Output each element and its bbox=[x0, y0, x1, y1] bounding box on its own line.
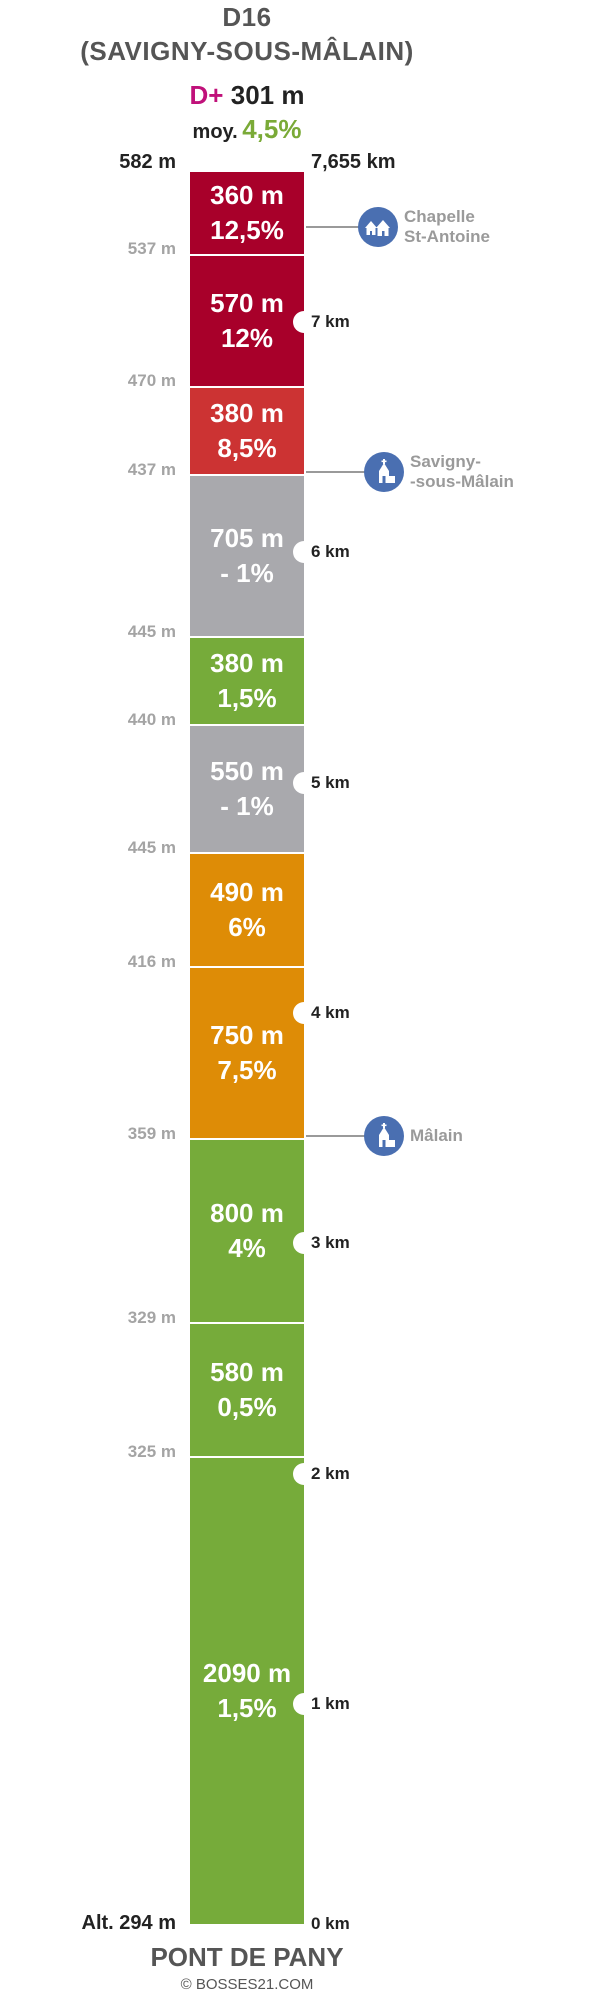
segment-grade: 1,5% bbox=[217, 1693, 277, 1723]
km-label: 5 km bbox=[311, 773, 350, 792]
segment-grade: 1,5% bbox=[217, 683, 277, 713]
segment: 2090 m 1,5% bbox=[190, 1458, 304, 1924]
segment-grade: 7,5% bbox=[217, 1055, 277, 1085]
poi-label: Chapelle St-Antoine bbox=[404, 207, 490, 247]
segment: 380 m 8,5% bbox=[190, 388, 304, 476]
segment-length: 490 m bbox=[210, 877, 284, 907]
segment-length: 380 m bbox=[210, 648, 284, 678]
km-label: 7 km bbox=[311, 312, 350, 331]
km-label: 1 km bbox=[311, 1694, 350, 1713]
km-notch bbox=[293, 1693, 315, 1715]
segment-length: 360 m bbox=[210, 180, 284, 210]
segment: 750 m 7,5% bbox=[190, 968, 304, 1140]
km-label: 6 km bbox=[311, 542, 350, 561]
km-notch bbox=[293, 1002, 315, 1024]
top-distance: 7,655 km bbox=[311, 151, 396, 173]
dplus-value: 301 m bbox=[230, 80, 305, 110]
segment-grade: 8,5% bbox=[217, 433, 277, 463]
top-altitude: 582 m bbox=[119, 151, 176, 173]
segment-length: 2090 m bbox=[202, 1658, 292, 1688]
segment-grade: - 1% bbox=[220, 791, 274, 821]
segment-length: 570 m bbox=[210, 288, 284, 318]
segment-length: 580 m bbox=[210, 1357, 284, 1387]
km-notch bbox=[293, 541, 315, 563]
profile-bar: 360 m 12,5% 570 m 12% 380 m 8,5% 705 m- 1% … bbox=[190, 172, 304, 1924]
segment: 800 m 4% bbox=[190, 1140, 304, 1324]
altitude-label: 470 m bbox=[127, 371, 176, 390]
altitude-label: 329 m bbox=[127, 1308, 176, 1327]
poi-leader-line bbox=[306, 226, 360, 228]
road-title: D16 bbox=[222, 2, 272, 32]
km-label: 4 km bbox=[311, 1003, 350, 1022]
km-label: 3 km bbox=[311, 1233, 350, 1252]
base-distance: 0 km bbox=[311, 1914, 350, 1933]
destination-title: (SAVIGNY-SOUS-MÂLAIN) bbox=[80, 36, 414, 66]
segment-grade: 6% bbox=[228, 912, 266, 942]
average-value: 4,5% bbox=[242, 114, 302, 144]
altitude-label: 445 m bbox=[127, 622, 176, 641]
poi-name-line1: Savigny- bbox=[410, 452, 481, 471]
altitude-label: 325 m bbox=[127, 1442, 176, 1461]
segment-grade: - 1% bbox=[220, 558, 274, 588]
dplus-prefix: D+ bbox=[189, 80, 224, 110]
poi-label: Mâlain bbox=[410, 1126, 463, 1146]
base-altitude: Alt. 294 m bbox=[81, 1912, 176, 1934]
houses-icon bbox=[358, 207, 398, 247]
poi-leader-line bbox=[306, 471, 366, 473]
average-prefix: moy. bbox=[192, 121, 238, 143]
poi-name-line1: Chapelle bbox=[404, 207, 475, 226]
average-grade: moy. 4,5% bbox=[0, 114, 494, 145]
km-label: 2 km bbox=[311, 1464, 350, 1483]
segment-length: 550 m bbox=[210, 756, 284, 786]
church-icon bbox=[364, 452, 404, 492]
km-notch bbox=[293, 311, 315, 333]
church-icon bbox=[364, 1116, 404, 1156]
poi-name-line2: St-Antoine bbox=[404, 227, 490, 246]
segment: 705 m - 1% bbox=[190, 476, 304, 638]
segment-length: 750 m bbox=[210, 1020, 284, 1050]
segment-grade: 12,5% bbox=[210, 215, 284, 245]
km-notch bbox=[293, 1232, 315, 1254]
altitude-label: 416 m bbox=[127, 952, 176, 971]
segment: 380 m 1,5% bbox=[190, 638, 304, 726]
altitude-label: 440 m bbox=[127, 710, 176, 729]
segment-grade: 0,5% bbox=[217, 1392, 277, 1422]
segment-grade: 4% bbox=[228, 1233, 266, 1263]
start-name: PONT DE PANY bbox=[150, 1942, 344, 1972]
segment-length: 705 m bbox=[210, 523, 284, 553]
segment: 580 m 0,5% bbox=[190, 1324, 304, 1458]
segment-grade: 12% bbox=[220, 323, 274, 353]
altitude-label: 359 m bbox=[127, 1124, 176, 1143]
segment: 570 m 12% bbox=[190, 256, 304, 388]
altitude-label: 537 m bbox=[127, 239, 176, 258]
segment: 490 m 6% bbox=[190, 854, 304, 968]
altitude-label: 445 m bbox=[127, 838, 176, 857]
poi-name-line2: -sous-Mâlain bbox=[410, 472, 514, 491]
segment-length: 380 m bbox=[210, 398, 284, 428]
segment-length: 800 m bbox=[210, 1198, 284, 1228]
segment: 360 m 12,5% bbox=[190, 172, 304, 256]
poi-label: Savigny- -sous-Mâlain bbox=[410, 452, 514, 492]
credit: © BOSSES21.COM bbox=[180, 1976, 314, 1993]
altitude-label: 437 m bbox=[127, 460, 176, 479]
poi-name-line1: Mâlain bbox=[410, 1126, 463, 1145]
km-notch bbox=[293, 772, 315, 794]
poi-leader-line bbox=[306, 1135, 366, 1137]
elevation-gain: D+ 301 m bbox=[0, 80, 494, 111]
km-notch bbox=[293, 1463, 315, 1485]
segment: 550 m - 1% bbox=[190, 726, 304, 854]
